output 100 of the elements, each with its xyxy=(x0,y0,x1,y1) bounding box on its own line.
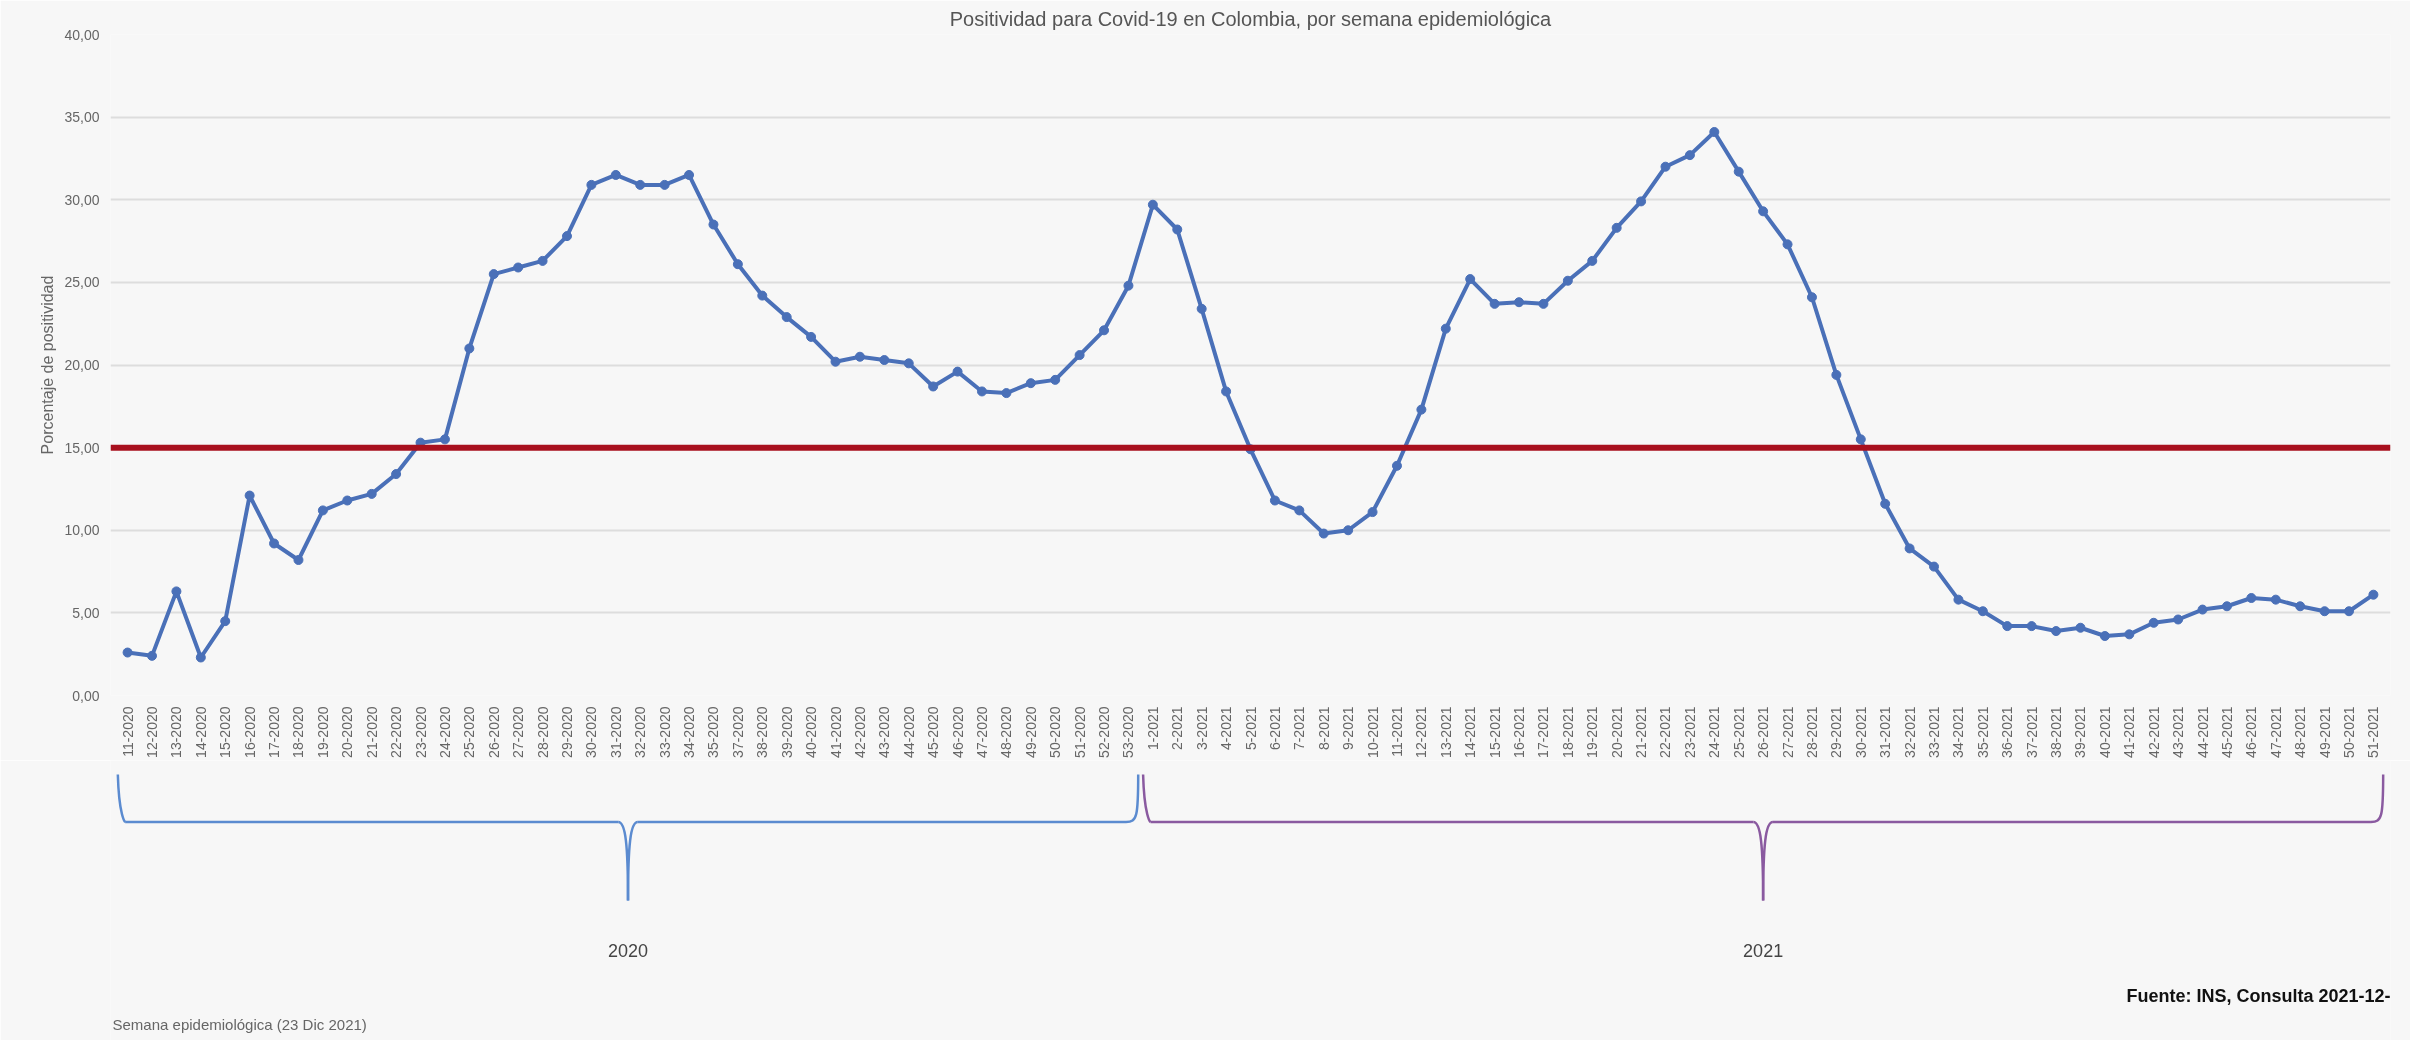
x-tick-label: 2-2021 xyxy=(1169,706,1186,751)
x-tick-label: 40-2021 xyxy=(2096,706,2113,758)
x-tick-label: 18-2020 xyxy=(290,706,307,758)
x-tick-label: 33-2021 xyxy=(1926,706,1943,758)
x-tick-label: 3-2021 xyxy=(1193,706,1210,751)
x-tick-label: 48-2020 xyxy=(998,706,1015,758)
x-tick-label: 42-2020 xyxy=(851,706,868,758)
x-tick-label: 29-2020 xyxy=(558,706,575,758)
x-tick-label: 39-2021 xyxy=(2072,706,2089,758)
x-tick-label: 50-2021 xyxy=(2341,706,2357,758)
x-tick-label: 8-2021 xyxy=(1315,706,1332,751)
y-tick-label: 10,00 xyxy=(64,522,100,539)
x-tick-label: 10-2021 xyxy=(1364,706,1381,758)
x-tick-label: 50-2020 xyxy=(1047,706,1064,758)
x-tick-label: 28-2020 xyxy=(534,706,551,758)
x-tick-label: 24-2020 xyxy=(436,706,453,758)
source-note: Fuente: INS, Consulta 2021-12- xyxy=(2126,985,2391,1006)
x-tick-label: 26-2021 xyxy=(1755,706,1772,758)
x-tick-label: 41-2020 xyxy=(827,706,844,758)
x-tick-label: 25-2020 xyxy=(461,706,478,758)
x-tick-label: 19-2021 xyxy=(1584,706,1601,758)
y-tick-label: 30,00 xyxy=(64,191,100,208)
chart-title: Positividad para Covid-19 en Colombia, por semana epidemiológica xyxy=(949,7,1553,30)
x-tick-label: 22-2021 xyxy=(1657,706,1674,758)
x-tick-label: 38-2021 xyxy=(2048,706,2065,758)
x-tick-label: 35-2021 xyxy=(1974,706,1991,758)
x-tick-label: 1-2021 xyxy=(1144,706,1161,751)
x-tick-label: 20-2020 xyxy=(339,706,356,758)
x-tick-label: 7-2021 xyxy=(1291,706,1308,751)
x-tick-label: 15-2021 xyxy=(1486,706,1503,758)
x-tick-label: 22-2020 xyxy=(388,706,405,758)
x-tick-label: 46-2020 xyxy=(949,706,966,758)
x-tick-label: 9-2021 xyxy=(1340,706,1357,751)
x-tick-label: 11-2021 xyxy=(1388,706,1405,757)
text: 2020 xyxy=(607,941,649,962)
x-tick-label: 23-2021 xyxy=(1681,706,1698,758)
x-tick-label: 30-2020 xyxy=(583,706,600,758)
x-tick-label: 11-2020 xyxy=(119,706,136,757)
x-tick-label: 13-2020 xyxy=(168,706,185,758)
x-tick-label: 20-2021 xyxy=(1608,706,1625,758)
x-tick-label: 4-2021 xyxy=(1218,706,1235,751)
x-tick-label: 27-2021 xyxy=(1779,706,1796,758)
x-tick-label: 32-2021 xyxy=(1901,706,1918,758)
y-tick-label: 25,00 xyxy=(64,274,100,291)
x-tick-label: 52-2020 xyxy=(1096,706,1113,758)
x-tick-label: 14-2020 xyxy=(192,706,209,758)
x-tick-label: 46-2021 xyxy=(2243,706,2260,758)
x-tick-label: 17-2020 xyxy=(266,706,283,758)
x-tick-label: 32-2020 xyxy=(632,706,649,758)
x-tick-label: 37-2021 xyxy=(2023,706,2040,758)
x-tick-label: 5-2021 xyxy=(1242,706,1259,751)
x-tick-label: 34-2021 xyxy=(1950,706,1967,758)
x-tick-label: 43-2020 xyxy=(876,706,893,758)
x-tick-label: 31-2021 xyxy=(1877,706,1894,758)
x-tick-label: 49-2021 xyxy=(2316,706,2333,758)
x-tick-label: 16-2021 xyxy=(1511,706,1528,758)
y-tick-label: 5,00 xyxy=(72,604,100,621)
x-tick-label: 51-2021 xyxy=(2365,706,2382,758)
x-tick-label: 44-2020 xyxy=(900,706,917,758)
y-tick-label: 40,00 xyxy=(64,26,100,43)
x-tick-label: 15-2020 xyxy=(217,706,234,758)
x-tick-label: 49-2020 xyxy=(1022,706,1039,758)
x-tick-label: 44-2021 xyxy=(2194,706,2211,758)
x-tick-label: 41-2021 xyxy=(2121,706,2138,758)
y-tick-label: 0,00 xyxy=(72,687,100,704)
x-tick-label: 19-2020 xyxy=(314,706,331,758)
y-axis-title: Porcentaje de positividad xyxy=(39,275,57,455)
text: 2021 xyxy=(1743,941,1784,962)
x-tick-label: 17-2021 xyxy=(1535,706,1552,758)
x-tick-label: 6-2021 xyxy=(1266,706,1283,751)
x-tick-label: 47-2020 xyxy=(973,706,990,758)
x-tick-label: 37-2020 xyxy=(729,706,746,758)
x-tick-label: 23-2020 xyxy=(412,706,429,758)
x-tick-label: 33-2020 xyxy=(656,706,673,758)
x-tick-label: 14-2021 xyxy=(1462,706,1479,758)
x-tick-label: 28-2021 xyxy=(1803,706,1820,758)
x-tick-label: 53-2020 xyxy=(1120,706,1137,758)
x-tick-label: 39-2020 xyxy=(778,706,795,758)
x-tick-label: 12-2021 xyxy=(1413,706,1430,758)
x-tick-label: 31-2020 xyxy=(607,706,624,758)
x-tick-label: 45-2020 xyxy=(925,706,942,758)
x-tick-label: 21-2021 xyxy=(1633,706,1650,758)
x-tick-label: 35-2020 xyxy=(705,706,722,758)
y-tick-label: 35,00 xyxy=(64,109,100,126)
x-tick-label: 45-2021 xyxy=(2218,706,2235,758)
x-tick-label: 34-2020 xyxy=(681,706,698,758)
x-tick-label: 29-2021 xyxy=(1828,706,1845,758)
x-tick-label: 48-2021 xyxy=(2292,706,2309,758)
x-tick-label: 43-2021 xyxy=(2170,706,2187,758)
x-tick-label: 38-2020 xyxy=(754,706,771,758)
x-tick-label: 12-2020 xyxy=(144,706,160,758)
x-tick-label: 27-2020 xyxy=(510,706,527,758)
x-tick-label: 40-2020 xyxy=(803,706,820,758)
x-tick-label: 25-2021 xyxy=(1730,706,1747,758)
text: Semana epidemiológica (23 Dic 2021) xyxy=(112,1015,367,1033)
x-tick-label: 30-2021 xyxy=(1852,706,1869,758)
x-tick-label: 13-2021 xyxy=(1437,706,1454,758)
x-tick-label: 47-2021 xyxy=(2267,706,2284,758)
x-tick-label: 42-2021 xyxy=(2145,706,2162,758)
x-tick-label: 24-2021 xyxy=(1706,706,1723,758)
